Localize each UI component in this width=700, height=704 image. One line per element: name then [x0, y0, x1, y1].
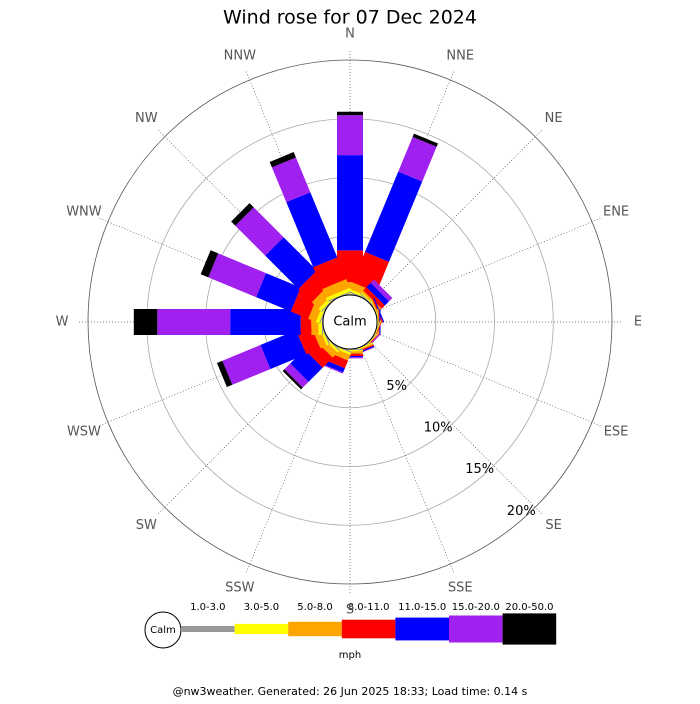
- spoke: [245, 70, 340, 298]
- r-tick-label: 10%: [424, 421, 453, 436]
- bar-segment: [337, 115, 363, 156]
- bar-segment: [208, 253, 266, 298]
- spoke: [157, 340, 332, 515]
- legend-label: 1.0-3.0: [190, 602, 225, 613]
- direction-label: WSW: [67, 425, 101, 440]
- legend-swatch: [288, 621, 342, 637]
- spoke: [374, 217, 602, 312]
- bar-segment: [260, 330, 307, 370]
- bar-segment: [271, 157, 311, 203]
- r-tick-label: 20%: [507, 504, 536, 519]
- direction-label: NNE: [446, 48, 474, 63]
- legend: Calm 1.0-3.0 3.0-5.0 5.0-8.0 8.0-11.0 11.0-1…: [144, 602, 557, 649]
- direction-label: NE: [545, 111, 563, 126]
- legend-swatch: [395, 617, 449, 641]
- bar-segment: [325, 287, 352, 301]
- calm-label: Calm: [333, 315, 366, 330]
- bar-segment: [313, 257, 347, 290]
- direction-label: N: [345, 27, 355, 42]
- direction-label: ENE: [603, 204, 629, 219]
- bar-segment: [364, 171, 423, 262]
- bar-segment: [256, 273, 301, 312]
- chart-title: Wind rose for 07 Dec 2024: [223, 7, 477, 29]
- spoke: [98, 332, 326, 427]
- direction-label: E: [634, 315, 642, 330]
- bar-segment: [284, 363, 309, 388]
- direction-label: WNW: [66, 204, 102, 219]
- bar-segment: [222, 345, 271, 385]
- bar-segment: [337, 111, 363, 116]
- legend-label: 11.0-15.0: [398, 602, 446, 613]
- spoke: [157, 129, 332, 304]
- footer: @nw3weather. Generated: 26 Jun 2025 18:3…: [173, 685, 528, 698]
- legend-label: 15.0-20.0: [452, 602, 500, 613]
- bar-segment: [337, 155, 363, 251]
- spoke: [374, 332, 602, 427]
- spoke: [360, 346, 455, 574]
- legend-label: 5.0-8.0: [297, 602, 332, 613]
- bar-segment: [412, 133, 438, 147]
- bar-segment: [265, 237, 317, 289]
- legend-label: 3.0-5.0: [244, 602, 279, 613]
- bar-segment: [235, 207, 284, 256]
- legend-swatch: [181, 626, 235, 632]
- direction-label: ESE: [604, 425, 629, 440]
- spokes: [78, 50, 622, 594]
- bar-segment: [370, 279, 393, 302]
- spoke: [245, 346, 340, 574]
- legend-swatch: [502, 613, 557, 645]
- legend-swatch: [234, 623, 289, 635]
- bar-segment: [269, 152, 296, 168]
- direction-label: NW: [135, 111, 158, 126]
- bar-segment: [133, 309, 158, 335]
- bar-segment: [157, 309, 231, 335]
- spoke: [368, 129, 543, 304]
- direction-label: NNW: [224, 48, 256, 63]
- legend-label: 20.0-50.0: [505, 602, 553, 613]
- bars: [133, 111, 438, 390]
- bar-segment: [322, 279, 350, 298]
- unit-label: mph: [339, 650, 361, 661]
- r-tick-label: 5%: [386, 379, 407, 394]
- bar-segment: [200, 250, 219, 278]
- bar-segment: [231, 203, 254, 226]
- spoke: [368, 340, 543, 515]
- direction-label: SE: [545, 518, 561, 533]
- r-tick-label: 15%: [465, 462, 494, 477]
- direction-label: S: [346, 603, 354, 618]
- bar-segment: [327, 290, 352, 303]
- legend-swatch: [449, 615, 503, 643]
- bar-segment: [352, 251, 389, 293]
- spoke: [360, 70, 455, 298]
- legend-swatch: [341, 619, 396, 639]
- direction-label: SW: [136, 518, 157, 533]
- spoke: [98, 217, 326, 312]
- calm-circle: [322, 294, 378, 350]
- bar-segment: [230, 309, 301, 335]
- direction-label: SSE: [448, 581, 473, 596]
- legend-label: 8.0-11.0: [348, 602, 390, 613]
- bar-segment: [378, 309, 379, 335]
- bar-segment: [216, 360, 233, 388]
- direction-label: W: [56, 315, 69, 330]
- legend-calm-label: Calm: [150, 625, 176, 636]
- bar-segment: [282, 369, 303, 390]
- bar-segment: [363, 287, 385, 309]
- direction-label: SSW: [225, 581, 255, 596]
- bar-segment: [398, 136, 437, 182]
- bar-segment: [286, 192, 338, 268]
- bar-segment: [366, 282, 390, 306]
